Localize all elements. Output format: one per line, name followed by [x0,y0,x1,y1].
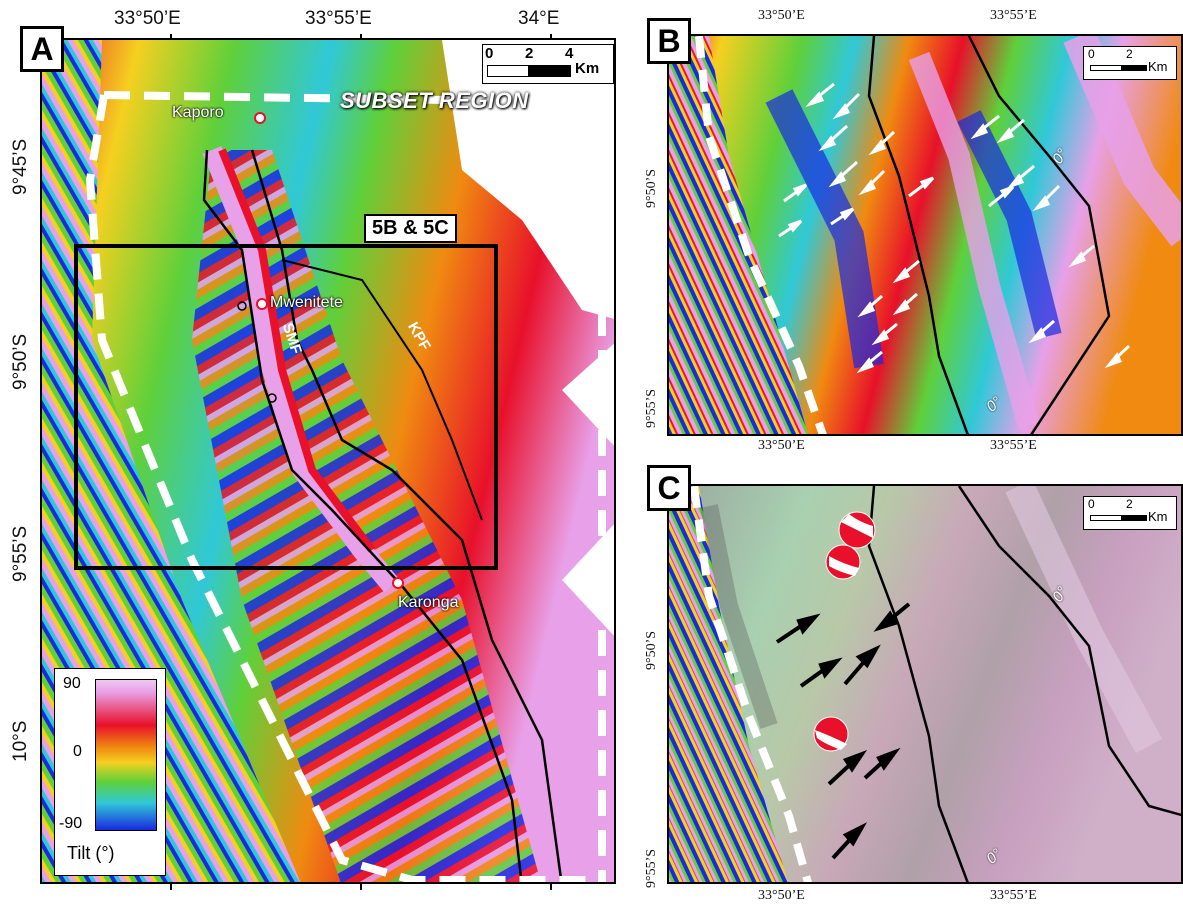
inset-box-label: 5B & 5C [364,214,457,243]
lat-label-c-9-50: 9°50’S [644,630,659,670]
lat-label-c-9-55: 9°55’S [644,848,659,888]
lon-label-c-33-55: 33°55’E [990,888,1037,903]
tick-a [360,34,362,40]
legend-title: Tilt (°) [67,843,115,863]
scale-bar-c: 0 2 Km [1083,496,1177,530]
subset-region-label: SUBSET REGION [340,88,529,113]
lon-label-b-33-50-bottom: 33°50’E [758,438,805,453]
panel-letter-c: C [647,465,691,511]
scale-b-unit: Km [1148,59,1168,74]
scale-seg-white [487,65,529,77]
lat-label-9-45: 9°45’S [10,138,31,195]
panel-letter-b: B [647,18,691,64]
focal-mechanism [813,511,876,752]
lon-label-34: 34°E [518,8,560,29]
tick-a [170,34,172,40]
scale-c-seg-black [1121,515,1147,521]
lon-label-33-55: 33°55’E [305,8,372,29]
map-frame-c: 0 2 Km 0° 0° [667,484,1183,884]
tick-a [550,34,552,40]
tick-a [550,882,552,890]
scale-b-tick-2: 2 [1126,47,1133,61]
lon-label-b-33-55: 33°55’E [990,8,1037,23]
scale-bar-a: 0 2 4 Km [482,44,614,84]
scale-tick-2: 2 [525,45,534,62]
lat-label-9-55: 9°55’S [10,525,31,582]
scale-unit: Km [575,60,600,77]
scale-c-tick-2: 2 [1126,497,1133,511]
lon-label-b-33-50: 33°50’E [758,8,805,23]
scale-c-seg-white [1090,515,1122,521]
scale-c-unit: Km [1148,509,1168,524]
legend-max: 90 [63,675,81,692]
map-frame-b: 0 2 Km 0° 0° [667,34,1183,436]
lat-label-9-50: 9°50’S [10,333,31,390]
scale-b-seg-black [1121,65,1147,71]
map-frame-a: 0 2 4 Km SUBSET REGION 5B & 5C Kaporo Mw… [40,38,616,884]
tilt-legend: 90 0 -90 Tilt (°) [54,668,166,876]
lon-label-b-33-55-bottom: 33°55’E [990,438,1037,453]
tilt-map-b [669,36,1181,434]
lat-label-b-9-50: 9°50’S [644,168,659,208]
legend-min: -90 [59,815,83,832]
scale-seg-black [529,65,571,77]
town-mwenitete: Mwenitete [270,294,343,311]
tick-a [170,882,172,890]
lon-label-33-50: 33°50’E [114,8,181,29]
lat-label-b-9-55: 9°55’S [644,388,659,428]
legend-colorbar [95,679,157,831]
town-kaporo: Kaporo [172,104,224,121]
scale-b-seg-white [1090,65,1122,71]
legend-mid: 0 [73,743,82,760]
shaded-relief-map-c [669,486,1181,882]
scale-bar-b: 0 2 Km [1083,46,1177,80]
scale-tick-0: 0 [485,45,494,62]
lat-label-10: 10°S [10,720,31,762]
scale-tick-4: 4 [565,45,574,62]
panel-letter-a: A [20,26,64,72]
scale-b-tick-0: 0 [1088,47,1095,61]
tick-a [360,882,362,890]
town-karonga: Karonga [398,594,459,611]
lon-label-c-33-50: 33°50’E [758,888,805,903]
scale-c-tick-0: 0 [1088,497,1095,511]
